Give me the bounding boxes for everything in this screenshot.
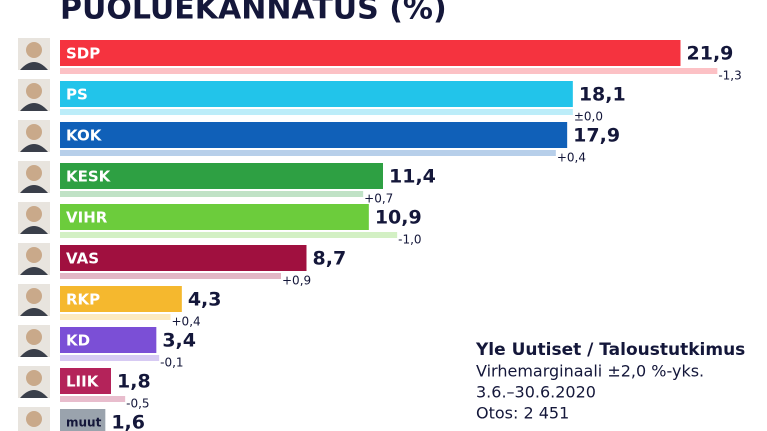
category-label: SDP <box>66 45 100 63</box>
bar <box>60 122 568 148</box>
portrait-head <box>26 206 42 222</box>
bar <box>60 409 106 431</box>
previous-bar <box>60 68 718 74</box>
bar <box>60 245 307 271</box>
portrait-head <box>26 288 42 304</box>
previous-bar <box>60 273 281 279</box>
portrait-head <box>26 370 42 386</box>
portrait-body <box>20 390 48 398</box>
portrait-head <box>26 411 42 427</box>
portrait-body <box>20 267 48 275</box>
bar <box>60 40 681 66</box>
portrait-body <box>20 226 48 234</box>
category-label: KD <box>66 332 90 350</box>
category-label: VAS <box>66 250 99 268</box>
portrait-head <box>26 165 42 181</box>
change-label: +0,7 <box>364 192 393 206</box>
source: Yle Uutiset / Taloustutkimus <box>475 340 745 360</box>
change-label: -1,3 <box>718 69 741 83</box>
value-label: 11,4 <box>389 166 436 188</box>
previous-bar <box>60 109 573 115</box>
portrait-head <box>26 83 42 99</box>
bar <box>60 327 157 353</box>
bar <box>60 81 573 107</box>
portrait-body <box>20 185 48 193</box>
value-label: 17,9 <box>573 125 620 147</box>
category-label: KOK <box>66 127 103 145</box>
change-label: -1,0 <box>398 233 421 247</box>
value-label: 3,4 <box>162 330 196 352</box>
previous-bar <box>60 150 556 156</box>
value-label: 8,7 <box>313 248 347 270</box>
previous-bar <box>60 191 364 197</box>
portrait-body <box>20 144 48 152</box>
portrait-head <box>26 329 42 345</box>
bar <box>60 204 369 230</box>
category-label: PS <box>66 86 88 104</box>
note: Virhemarginaali ±2,0 %-yks. <box>476 362 704 381</box>
previous-bar <box>60 232 398 238</box>
change-label: +0,4 <box>172 315 201 329</box>
value-label: 4,3 <box>188 289 222 311</box>
portrait-body <box>20 308 48 316</box>
value-label: 18,1 <box>579 84 626 106</box>
change-label: +0,4 <box>557 151 586 165</box>
portrait-body <box>20 349 48 357</box>
portrait-head <box>26 247 42 263</box>
value-label: 1,8 <box>117 371 151 393</box>
category-label: KESK <box>66 168 112 186</box>
change-label: -0,1 <box>160 356 183 370</box>
bar <box>60 286 182 312</box>
change-label: +0,9 <box>282 274 311 288</box>
category-label: VIHR <box>66 209 108 227</box>
change-label: ±0,0 <box>574 110 603 124</box>
value-label: 21,9 <box>687 43 734 65</box>
category-label: RKP <box>66 291 100 309</box>
change-label: -0,5 <box>126 397 149 411</box>
note: 3.6.–30.6.2020 <box>476 383 596 402</box>
category-label: LIIK <box>66 373 100 391</box>
bar <box>60 163 383 189</box>
category-label: muut <box>66 416 102 430</box>
previous-bar <box>60 314 171 320</box>
portrait-body <box>20 103 48 111</box>
chart-title: PUOLUEKANNATUS (%) <box>60 0 447 27</box>
portrait-head <box>26 42 42 58</box>
bar <box>60 368 111 394</box>
value-label: 10,9 <box>375 207 422 229</box>
previous-bar <box>60 396 126 402</box>
previous-bar <box>60 355 160 361</box>
portrait-body <box>20 62 48 70</box>
portrait-head <box>26 124 42 140</box>
value-label: 1,6 <box>111 412 145 431</box>
note: Otos: 2 451 <box>476 404 569 423</box>
